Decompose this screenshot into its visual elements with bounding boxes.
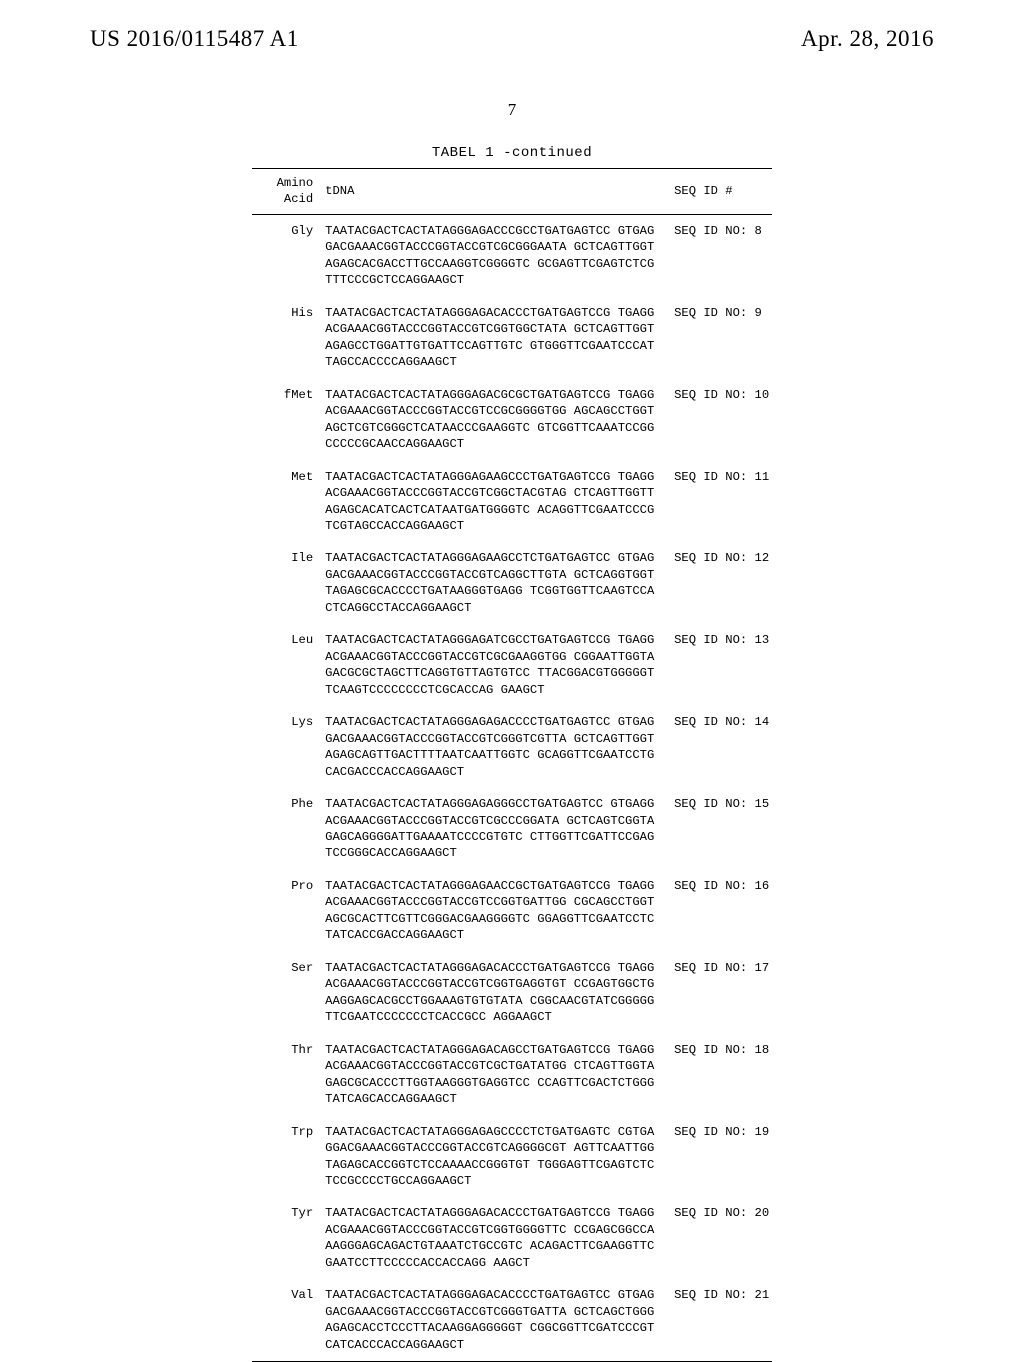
table-header-row: Amino Acid tDNA SEQ ID # bbox=[252, 169, 772, 215]
cell-id: SEQ ID NO: 17 bbox=[674, 952, 772, 1034]
cell-aa: Ser bbox=[252, 952, 325, 1034]
cell-aa: Thr bbox=[252, 1034, 325, 1116]
cell-aa: Gly bbox=[252, 214, 325, 296]
table-caption: TABEL 1 -continued bbox=[0, 145, 1024, 161]
cell-aa: Ile bbox=[252, 542, 325, 624]
table-row: Ile TAATACGACTCACTATAGGGAGAAGCCTCTGATGAG… bbox=[252, 542, 772, 624]
table-row: Gly TAATACGACTCACTATAGGGAGACCCGCCTGATGAG… bbox=[252, 214, 772, 296]
cell-aa: His bbox=[252, 297, 325, 379]
col-header-seqid: SEQ ID # bbox=[674, 169, 772, 215]
table-body: Gly TAATACGACTCACTATAGGGAGACCCGCCTGATGAG… bbox=[252, 214, 772, 1361]
table-row: Ser TAATACGACTCACTATAGGGAGACACCCTGATGAGT… bbox=[252, 952, 772, 1034]
table-row: Lys TAATACGACTCACTATAGGGAGAGACCCCTGATGAG… bbox=[252, 706, 772, 788]
cell-id: SEQ ID NO: 18 bbox=[674, 1034, 772, 1116]
cell-seq: TAATACGACTCACTATAGGGAGAACCGCTGATGAGTCCG … bbox=[325, 870, 674, 952]
cell-seq: TAATACGACTCACTATAGGGAGACGCGCTGATGAGTCCG … bbox=[325, 379, 674, 461]
table-row: Trp TAATACGACTCACTATAGGGAGAGCCCCTCTGATGA… bbox=[252, 1116, 772, 1198]
cell-aa: Pro bbox=[252, 870, 325, 952]
table-row: Val TAATACGACTCACTATAGGGAGACACCCCTGATGAG… bbox=[252, 1279, 772, 1361]
cell-seq: TAATACGACTCACTATAGGGAGACACCCTGATGAGTCCG … bbox=[325, 952, 674, 1034]
cell-id: SEQ ID NO: 10 bbox=[674, 379, 772, 461]
cell-seq: TAATACGACTCACTATAGGGAGAAGCCTCTGATGAGTCC … bbox=[325, 542, 674, 624]
cell-id: SEQ ID NO: 20 bbox=[674, 1197, 772, 1279]
table-row: fMet TAATACGACTCACTATAGGGAGACGCGCTGATGAG… bbox=[252, 379, 772, 461]
cell-seq: TAATACGACTCACTATAGGGAGAGGGCCTGATGAGTCC G… bbox=[325, 788, 674, 870]
table-row: Thr TAATACGACTCACTATAGGGAGACAGCCTGATGAGT… bbox=[252, 1034, 772, 1116]
cell-id: SEQ ID NO: 9 bbox=[674, 297, 772, 379]
col-header-tdna: tDNA bbox=[325, 169, 674, 215]
table-row: Leu TAATACGACTCACTATAGGGAGATCGCCTGATGAGT… bbox=[252, 624, 772, 706]
cell-seq: TAATACGACTCACTATAGGGAGAAGCCCTGATGAGTCCG … bbox=[325, 461, 674, 543]
table-row: Pro TAATACGACTCACTATAGGGAGAACCGCTGATGAGT… bbox=[252, 870, 772, 952]
cell-aa: Met bbox=[252, 461, 325, 543]
cell-id: SEQ ID NO: 12 bbox=[674, 542, 772, 624]
cell-seq: TAATACGACTCACTATAGGGAGACAGCCTGATGAGTCCG … bbox=[325, 1034, 674, 1116]
cell-aa: Phe bbox=[252, 788, 325, 870]
table-row: Phe TAATACGACTCACTATAGGGAGAGGGCCTGATGAGT… bbox=[252, 788, 772, 870]
cell-aa: Val bbox=[252, 1279, 325, 1361]
cell-id: SEQ ID NO: 11 bbox=[674, 461, 772, 543]
header-pubnum: US 2016/0115487 A1 bbox=[90, 26, 299, 52]
cell-seq: TAATACGACTCACTATAGGGAGACACCCTGATGAGTCCG … bbox=[325, 1197, 674, 1279]
header-date: Apr. 28, 2016 bbox=[801, 26, 934, 52]
cell-id: SEQ ID NO: 14 bbox=[674, 706, 772, 788]
cell-seq: TAATACGACTCACTATAGGGAGAGACCCCTGATGAGTCC … bbox=[325, 706, 674, 788]
sequence-table: Amino Acid tDNA SEQ ID # Gly TAATACGACTC… bbox=[252, 168, 772, 1362]
table-row: His TAATACGACTCACTATAGGGAGACACCCTGATGAGT… bbox=[252, 297, 772, 379]
cell-aa: fMet bbox=[252, 379, 325, 461]
cell-seq: TAATACGACTCACTATAGGGAGACACCCTGATGAGTCCG … bbox=[325, 297, 674, 379]
col-header-amino-acid: Amino Acid bbox=[252, 169, 325, 215]
table-row: Tyr TAATACGACTCACTATAGGGAGACACCCTGATGAGT… bbox=[252, 1197, 772, 1279]
cell-seq: TAATACGACTCACTATAGGGAGACACCCCTGATGAGTCC … bbox=[325, 1279, 674, 1361]
cell-id: SEQ ID NO: 16 bbox=[674, 870, 772, 952]
cell-aa: Trp bbox=[252, 1116, 325, 1198]
cell-aa: Lys bbox=[252, 706, 325, 788]
cell-id: SEQ ID NO: 13 bbox=[674, 624, 772, 706]
cell-seq: TAATACGACTCACTATAGGGAGAGCCCCTCTGATGAGTC … bbox=[325, 1116, 674, 1198]
table-row: Met TAATACGACTCACTATAGGGAGAAGCCCTGATGAGT… bbox=[252, 461, 772, 543]
cell-aa: Leu bbox=[252, 624, 325, 706]
cell-seq: TAATACGACTCACTATAGGGAGATCGCCTGATGAGTCCG … bbox=[325, 624, 674, 706]
cell-seq: TAATACGACTCACTATAGGGAGACCCGCCTGATGAGTCC … bbox=[325, 214, 674, 296]
cell-id: SEQ ID NO: 21 bbox=[674, 1279, 772, 1361]
cell-id: SEQ ID NO: 15 bbox=[674, 788, 772, 870]
cell-id: SEQ ID NO: 19 bbox=[674, 1116, 772, 1198]
page: US 2016/0115487 A1 Apr. 28, 2016 7 TABEL… bbox=[0, 0, 1024, 1320]
page-number: 7 bbox=[0, 100, 1024, 120]
cell-aa: Tyr bbox=[252, 1197, 325, 1279]
cell-id: SEQ ID NO: 8 bbox=[674, 214, 772, 296]
